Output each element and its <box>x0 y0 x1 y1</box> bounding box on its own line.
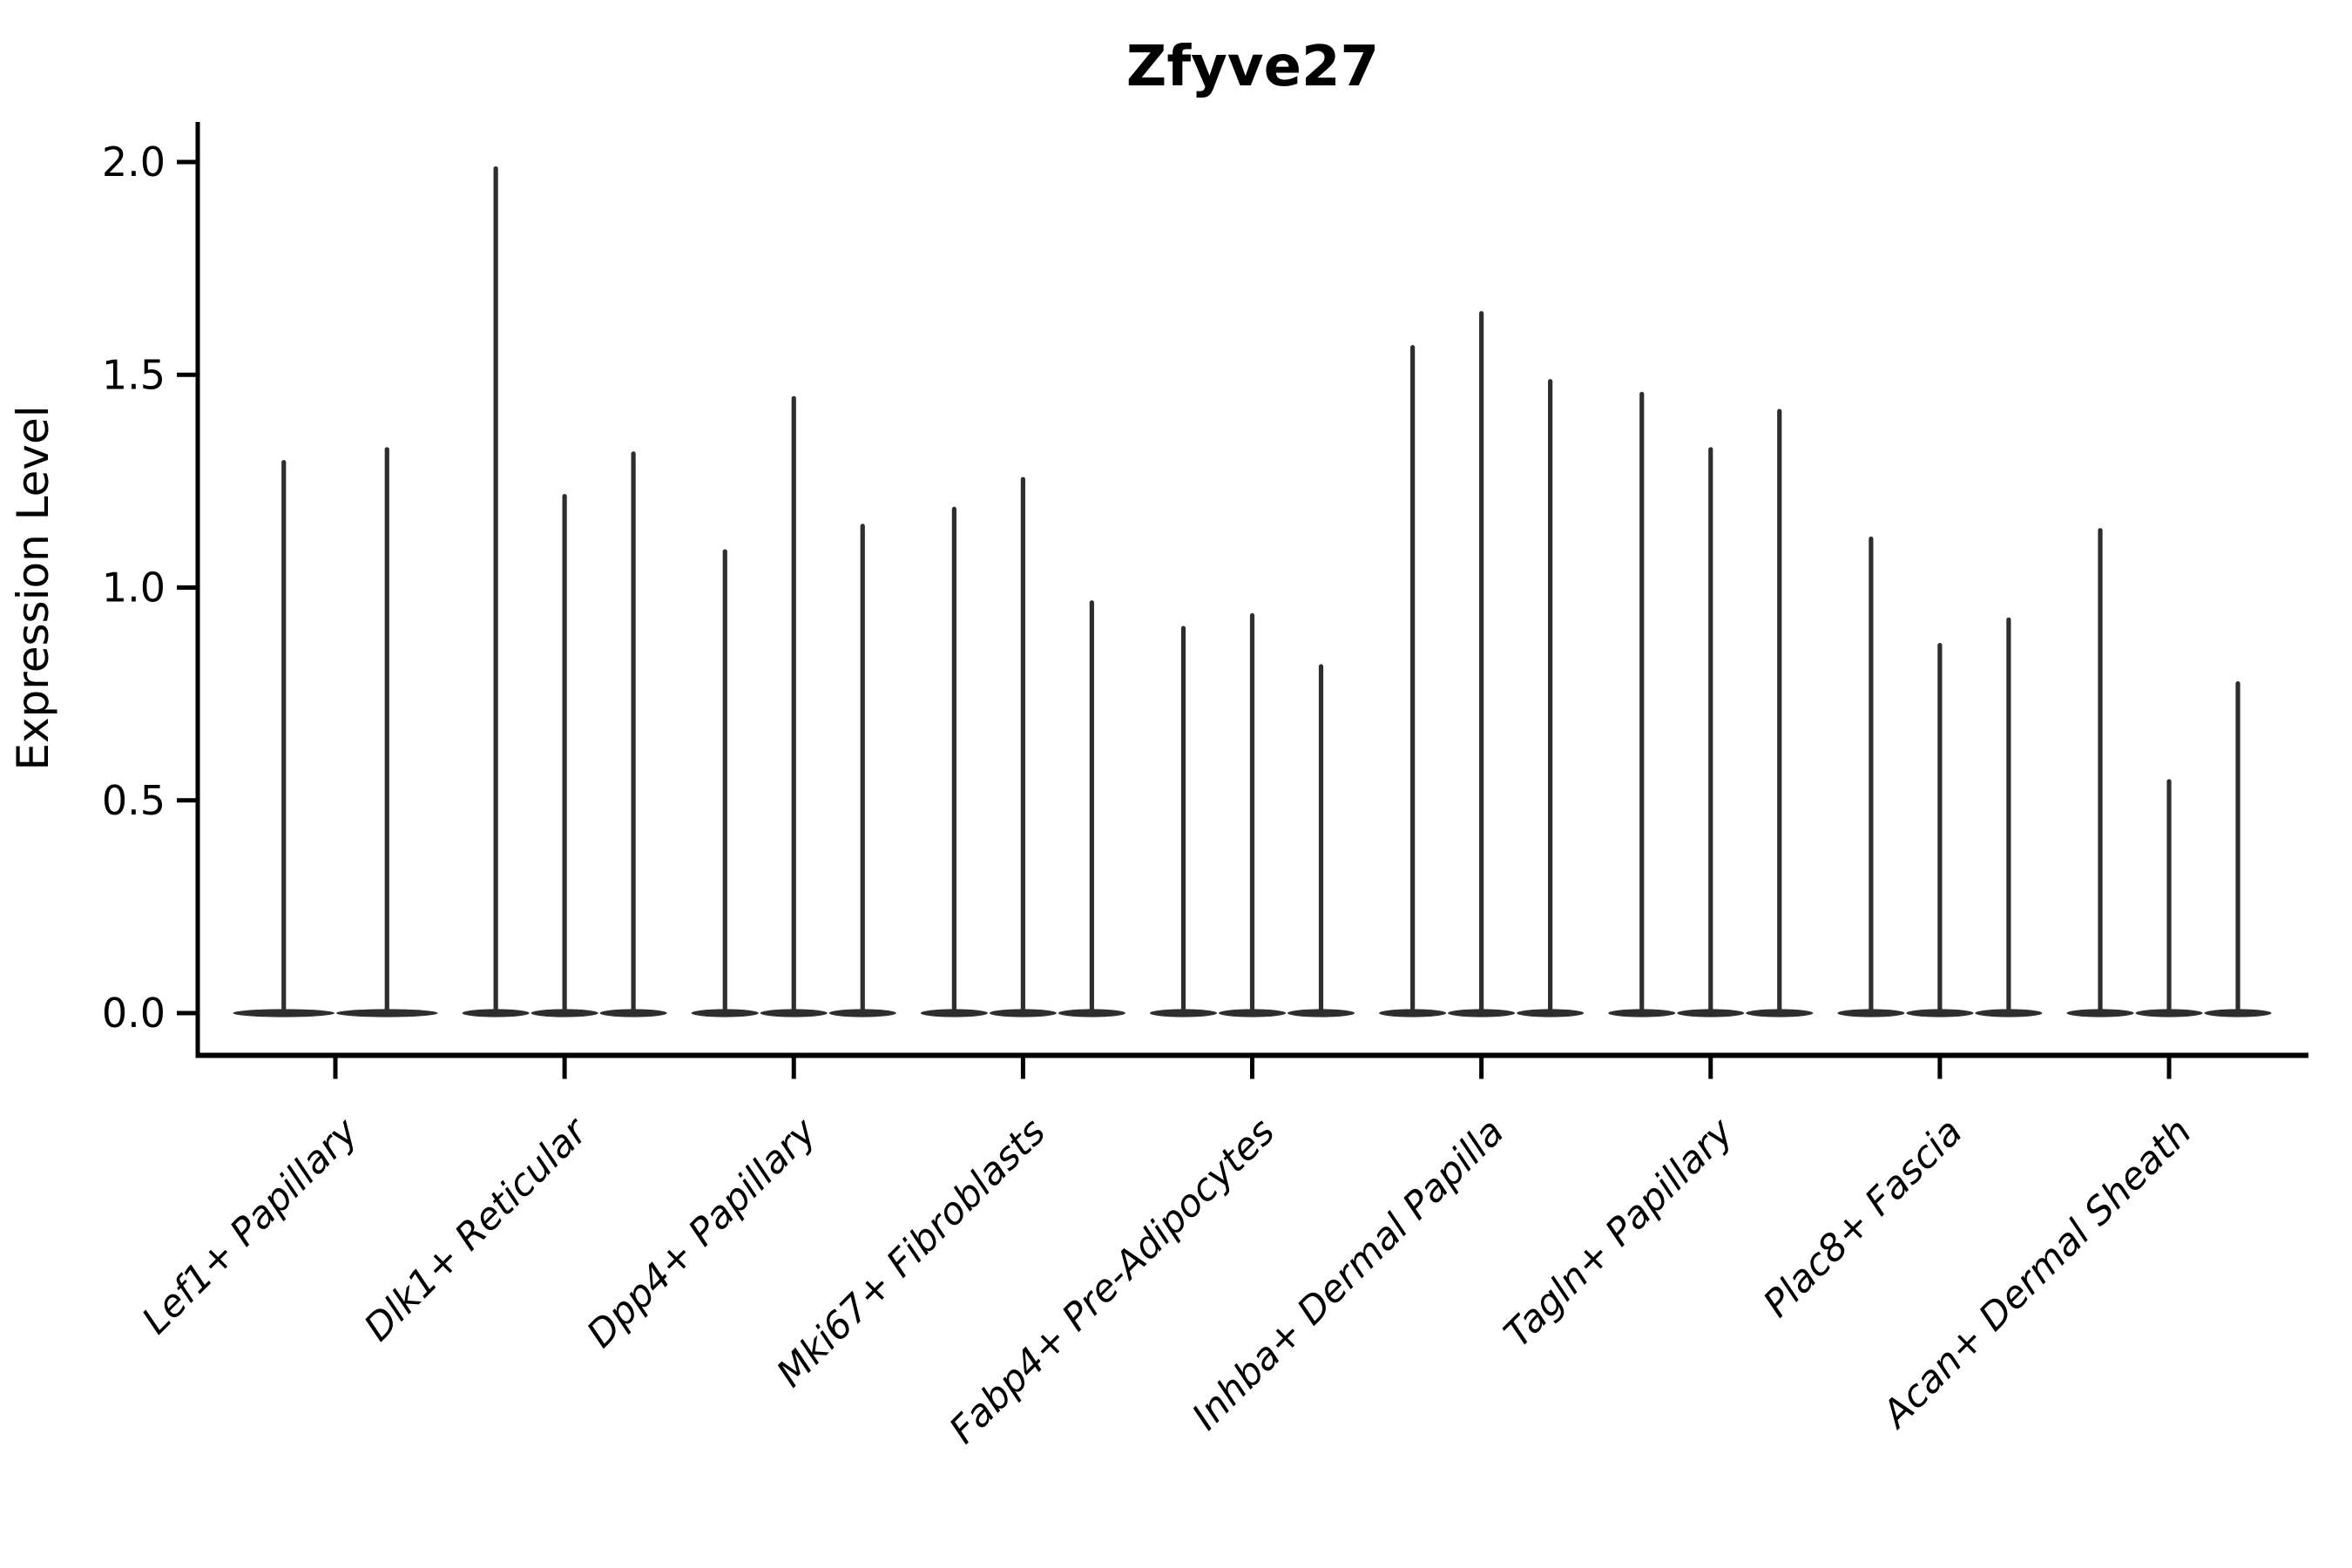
violin-spike <box>2098 528 2103 1015</box>
violin-spike <box>1410 345 1416 1015</box>
violin-spike <box>2235 680 2240 1015</box>
y-tick-label: 1.0 <box>102 564 166 612</box>
violin-group <box>1379 310 1585 1017</box>
violin-spike <box>562 494 567 1015</box>
violin-spike <box>1180 625 1186 1015</box>
violin-group <box>691 395 896 1017</box>
y-tick-label: 1.5 <box>102 351 166 398</box>
violin-spike <box>791 395 796 1015</box>
chart-title: Zfyve27 <box>1126 35 1379 99</box>
violin-spike <box>1869 536 1874 1015</box>
violin-spike <box>493 166 498 1015</box>
y-tick-label: 2.0 <box>102 139 166 186</box>
x-tick-label: Tagln+ Papillary <box>1496 1110 1742 1356</box>
violin-group <box>233 447 438 1017</box>
violin-spike <box>1777 409 1782 1016</box>
violin-spike <box>1937 643 1943 1015</box>
y-axis-label: Expression Level <box>8 405 58 770</box>
y-tick-label: 0.5 <box>102 777 166 824</box>
y-tick-label: 0.0 <box>102 990 166 1037</box>
violin-spike <box>1249 612 1255 1015</box>
violin-group <box>462 166 667 1017</box>
violins <box>233 166 2272 1017</box>
violin-spike <box>281 459 287 1015</box>
violin-spike <box>1318 664 1324 1015</box>
violin-group <box>920 476 1125 1017</box>
x-tick-label: Plac8+ Fascia <box>1755 1110 1971 1326</box>
violin-group <box>1150 612 1355 1017</box>
x-tick-label: Lef1+ Papillary <box>134 1110 367 1342</box>
violin-spike <box>860 524 865 1015</box>
violin-spike <box>1020 476 1025 1015</box>
violin-spike <box>951 506 956 1015</box>
violin-group <box>2066 528 2272 1017</box>
violin-spike <box>1548 379 1553 1015</box>
violin-spike <box>631 451 636 1015</box>
violin-spike <box>384 447 389 1015</box>
violin-spike <box>2166 779 2172 1015</box>
x-tick-label: Dpp4+ Papillary <box>578 1110 825 1356</box>
violin-group <box>1837 536 2043 1017</box>
violin-spike <box>1089 600 1094 1015</box>
violin-spike <box>1708 447 1713 1015</box>
violin-spike <box>722 549 727 1015</box>
violin-spike <box>2006 617 2011 1015</box>
violin-spike <box>1479 310 1484 1016</box>
violin-spike <box>1639 391 1645 1015</box>
x-tick-label: Dlk1+ Reticular <box>356 1109 598 1350</box>
violin-group <box>1608 391 1814 1017</box>
